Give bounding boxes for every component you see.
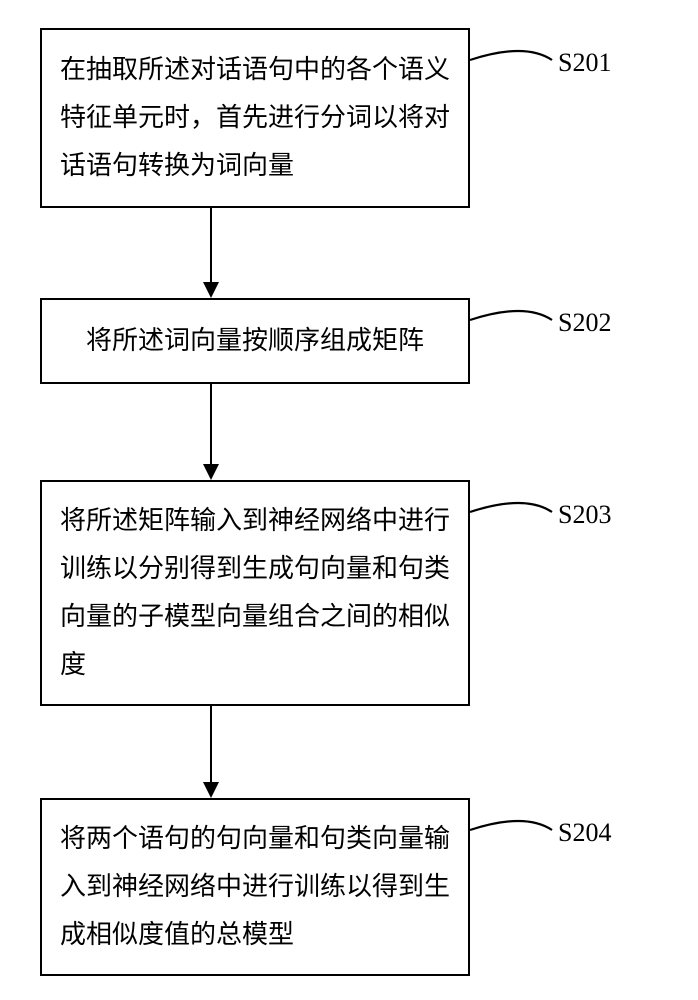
flowchart-node-s203: 将所述矩阵输入到神经网络中进行训练以分别得到生成句向量和句类向量的子模型向量组合…	[40, 480, 470, 706]
step-label-s203: S203	[558, 500, 611, 530]
flowchart-node-s203-text: 将所述矩阵输入到神经网络中进行训练以分别得到生成句向量和句类向量的子模型向量组合…	[60, 497, 450, 689]
step-label-s204: S204	[558, 818, 611, 848]
flowchart-node-s202-text: 将所述词向量按顺序组成矩阵	[86, 317, 424, 365]
flowchart-node-s201: 在抽取所述对话语句中的各个语义特征单元时，首先进行分词以将对话语句转换为词向量	[40, 28, 470, 208]
arrow-n3-n4	[210, 706, 212, 782]
flowchart-node-s204-text: 将两个语句的句向量和句类向量输入到神经网络中进行训练以得到生成相似度值的总模型	[60, 815, 450, 959]
flowchart-node-s202: 将所述词向量按顺序组成矩阵	[40, 298, 470, 384]
arrow-head-n2-n3	[203, 464, 219, 480]
arrow-head-n3-n4	[203, 782, 219, 798]
step-label-s201: S201	[558, 48, 611, 78]
arrow-n1-n2	[210, 208, 212, 282]
flowchart-canvas: 在抽取所述对话语句中的各个语义特征单元时，首先进行分词以将对话语句转换为词向量 …	[0, 0, 698, 1000]
flowchart-node-s201-text: 在抽取所述对话语句中的各个语义特征单元时，首先进行分词以将对话语句转换为词向量	[60, 46, 450, 190]
arrow-head-n1-n2	[203, 282, 219, 298]
step-label-s202: S202	[558, 308, 611, 338]
flowchart-node-s204: 将两个语句的句向量和句类向量输入到神经网络中进行训练以得到生成相似度值的总模型	[40, 798, 470, 976]
arrow-n2-n3	[210, 384, 212, 464]
